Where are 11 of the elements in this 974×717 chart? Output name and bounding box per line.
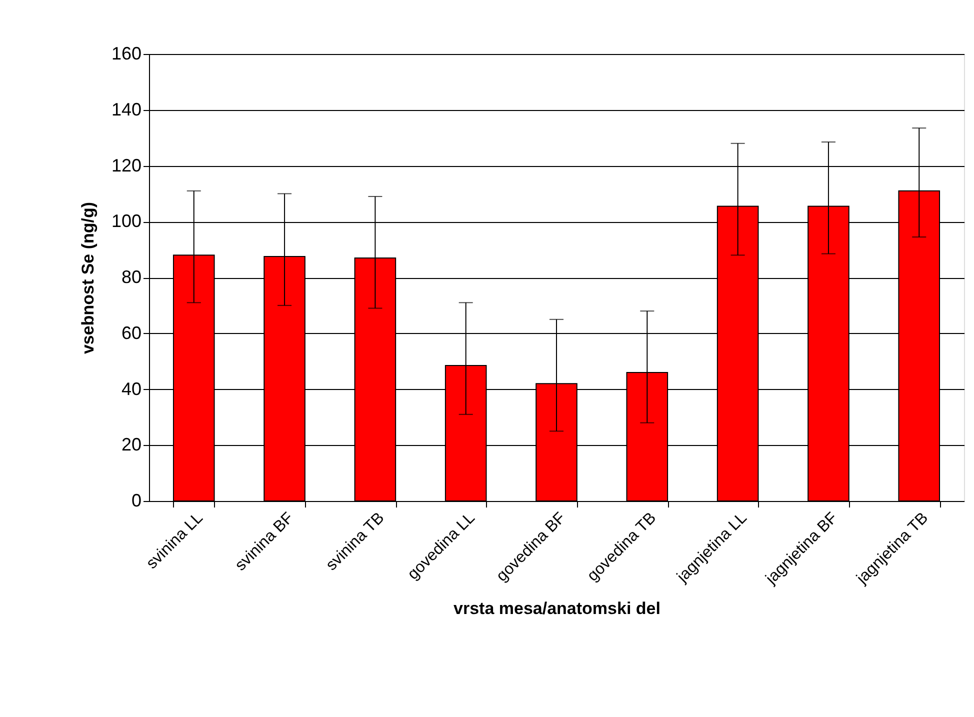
y-tick-label: 60 (121, 322, 142, 343)
y-tick-label: 120 (111, 155, 142, 176)
y-axis-title: vsebnost Se (ng/g) (78, 202, 98, 354)
y-tick-label: 0 (131, 490, 142, 510)
y-tick-label: 140 (111, 99, 142, 120)
x-axis-title: vrsta mesa/anatomski del (454, 598, 660, 618)
y-tick-label: 40 (121, 378, 142, 399)
y-tick-label: 80 (121, 267, 142, 287)
y-tick-label: 100 (111, 211, 142, 232)
y-tick-label: 20 (121, 434, 142, 455)
y-tick-label: 160 (111, 44, 142, 64)
